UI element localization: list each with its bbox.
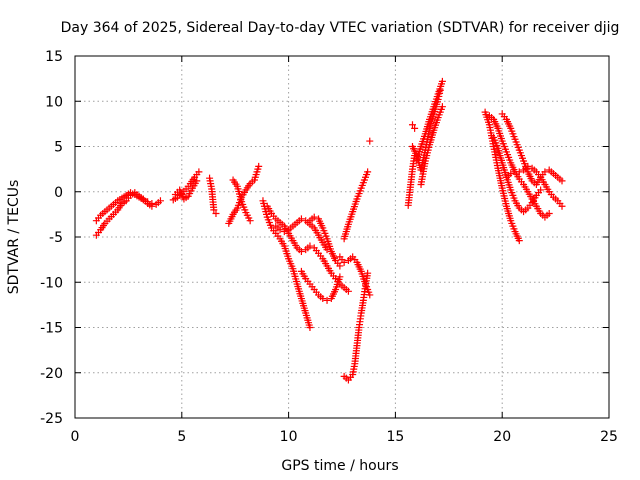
data-point bbox=[255, 162, 263, 170]
data-point bbox=[139, 196, 147, 204]
data-point bbox=[435, 92, 443, 100]
data-point bbox=[344, 287, 352, 295]
data-point bbox=[210, 206, 218, 214]
data-point bbox=[319, 295, 327, 303]
axis-ticks bbox=[74, 55, 610, 419]
data-point bbox=[434, 95, 442, 103]
data-point bbox=[524, 162, 532, 170]
data-point bbox=[507, 170, 515, 178]
data-point bbox=[364, 269, 372, 277]
y-tick-label: -25 bbox=[40, 411, 63, 427]
data-point bbox=[438, 103, 446, 111]
data-point bbox=[246, 217, 254, 225]
y-tick-label: -15 bbox=[40, 321, 63, 337]
data-point bbox=[515, 168, 523, 176]
data-point bbox=[310, 213, 318, 221]
data-point bbox=[408, 121, 416, 129]
data-point bbox=[195, 168, 203, 176]
data-point bbox=[436, 89, 444, 97]
tick-labels: 0 5 10 15 20 25 -25 -20 -15 -10 -5 0 5 10 15 bbox=[40, 49, 618, 445]
y-tick-label: 15 bbox=[45, 49, 63, 65]
x-tick-label: 0 bbox=[71, 429, 80, 445]
y-tick-label: 10 bbox=[45, 94, 63, 110]
data-point bbox=[336, 262, 344, 270]
data-point bbox=[280, 228, 288, 236]
chart-title: Day 364 of 2025, Sidereal Day-to-day VTE… bbox=[61, 20, 620, 36]
data-point bbox=[541, 168, 549, 176]
y-tick-label: -10 bbox=[40, 275, 63, 291]
data-point bbox=[515, 237, 523, 245]
data-point bbox=[212, 209, 220, 217]
x-tick-label: 5 bbox=[177, 429, 186, 445]
data-point bbox=[156, 197, 164, 205]
data-point bbox=[340, 258, 348, 266]
x-tick-label: 20 bbox=[493, 429, 511, 445]
data-point bbox=[436, 86, 444, 94]
data-point bbox=[366, 137, 374, 145]
data-point bbox=[364, 168, 372, 176]
data-point bbox=[306, 242, 314, 250]
data-point bbox=[537, 186, 545, 194]
data-point bbox=[411, 124, 419, 132]
y-tick-label: 0 bbox=[54, 185, 63, 201]
data-point bbox=[127, 189, 135, 197]
y-tick-label: 5 bbox=[54, 140, 63, 156]
data-point bbox=[545, 209, 553, 217]
x-tick-label: 25 bbox=[600, 429, 618, 445]
data-point bbox=[193, 177, 201, 185]
data-point bbox=[558, 177, 566, 185]
x-axis-label: GPS time / hours bbox=[281, 458, 398, 474]
data-point bbox=[438, 77, 446, 85]
data-point bbox=[306, 324, 314, 331]
data-point bbox=[144, 198, 152, 206]
data-point bbox=[276, 226, 284, 234]
data-point bbox=[336, 273, 344, 281]
y-tick-label: -5 bbox=[49, 230, 63, 246]
data-point bbox=[297, 247, 305, 255]
data-point bbox=[297, 215, 305, 223]
data-point bbox=[558, 202, 566, 210]
x-tick-label: 15 bbox=[386, 429, 404, 445]
y-tick-label: -20 bbox=[40, 366, 63, 382]
grid bbox=[75, 56, 609, 418]
data-point bbox=[148, 200, 156, 208]
y-axis-label: SDTVAR / TECUs bbox=[6, 180, 22, 295]
data-points bbox=[92, 77, 566, 384]
data-point bbox=[323, 296, 331, 304]
x-tick-label: 10 bbox=[280, 429, 298, 445]
